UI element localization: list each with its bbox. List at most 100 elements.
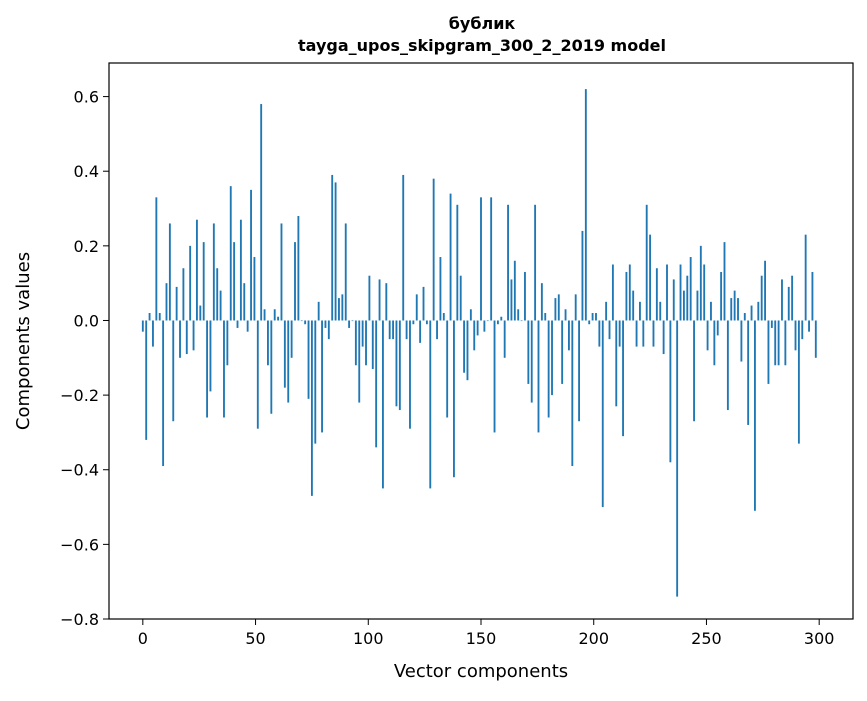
bar — [767, 320, 770, 384]
bar — [148, 313, 151, 321]
bar — [625, 271, 628, 321]
bar — [351, 320, 354, 322]
bar — [162, 320, 165, 467]
x-tick-label: 300 — [804, 629, 835, 648]
bar — [666, 264, 668, 321]
bar — [710, 301, 712, 321]
bar — [239, 219, 242, 321]
bar — [547, 320, 550, 418]
bar — [730, 298, 733, 321]
bar — [764, 260, 766, 321]
bar — [422, 286, 425, 321]
bar — [540, 283, 543, 321]
bar — [787, 286, 790, 321]
bar — [223, 320, 225, 418]
y-tick-label: −0.2 — [60, 386, 99, 405]
bar — [591, 313, 594, 321]
bar — [699, 245, 702, 321]
bar — [273, 309, 276, 321]
bar — [155, 197, 158, 321]
bar — [229, 186, 232, 321]
bar — [534, 204, 537, 321]
bar — [601, 320, 604, 508]
bar — [280, 223, 283, 321]
bar — [726, 320, 729, 411]
bar — [348, 320, 351, 328]
x-tick-label: 0 — [138, 629, 148, 648]
bar — [791, 275, 794, 321]
bar — [459, 275, 462, 321]
bar — [270, 320, 273, 414]
y-tick-label: −0.8 — [60, 610, 99, 629]
bar — [338, 298, 340, 321]
bar — [219, 290, 222, 321]
bar — [696, 290, 699, 321]
bar — [568, 320, 570, 351]
bar — [395, 320, 398, 407]
bar — [233, 242, 236, 321]
bar — [304, 320, 307, 325]
bar — [676, 320, 679, 597]
bar — [344, 223, 347, 321]
bar — [595, 313, 597, 321]
bar — [260, 104, 263, 321]
bar — [371, 320, 374, 369]
bar — [686, 275, 689, 321]
y-tick-label: 0.0 — [74, 311, 99, 330]
bar — [158, 313, 161, 321]
y-tick-label: 0.4 — [74, 162, 99, 181]
bar — [334, 182, 337, 321]
x-tick-label: 200 — [578, 629, 609, 648]
bar — [141, 320, 144, 332]
bar — [669, 320, 672, 463]
bar — [473, 320, 476, 351]
bar — [814, 320, 817, 358]
bar — [571, 320, 574, 467]
bar — [361, 320, 364, 347]
bar — [236, 320, 239, 328]
bar — [517, 309, 520, 321]
bar — [439, 257, 442, 321]
bar — [317, 301, 320, 321]
bar — [175, 286, 178, 321]
bar — [628, 264, 631, 321]
bar — [294, 242, 296, 321]
bar — [649, 234, 652, 321]
bar — [415, 294, 418, 321]
bar — [476, 320, 479, 336]
bar — [358, 320, 361, 403]
y-tick-label: 0.6 — [74, 88, 99, 107]
bar — [537, 320, 540, 433]
bar — [693, 320, 695, 422]
bar — [703, 264, 706, 321]
bar — [375, 320, 378, 448]
bar — [212, 223, 215, 321]
bar — [449, 193, 452, 321]
bar — [781, 279, 783, 321]
bar — [412, 320, 415, 325]
bar — [784, 320, 787, 366]
bar — [733, 290, 736, 321]
bar — [226, 320, 229, 366]
bar — [378, 279, 381, 321]
x-tick-label: 150 — [466, 629, 497, 648]
bar — [253, 257, 256, 321]
bar — [429, 320, 432, 489]
bar — [578, 320, 580, 422]
bar — [561, 320, 564, 384]
bar — [436, 320, 438, 340]
x-axis-label: Vector components — [394, 661, 568, 682]
bar — [263, 309, 266, 321]
bar — [605, 301, 608, 321]
bar — [283, 320, 286, 388]
bar — [196, 219, 198, 321]
bar — [466, 320, 469, 381]
bar — [808, 320, 810, 332]
bar — [368, 275, 371, 321]
bar — [662, 320, 665, 355]
bar — [723, 242, 726, 321]
bar — [486, 320, 489, 322]
bar — [659, 301, 662, 321]
